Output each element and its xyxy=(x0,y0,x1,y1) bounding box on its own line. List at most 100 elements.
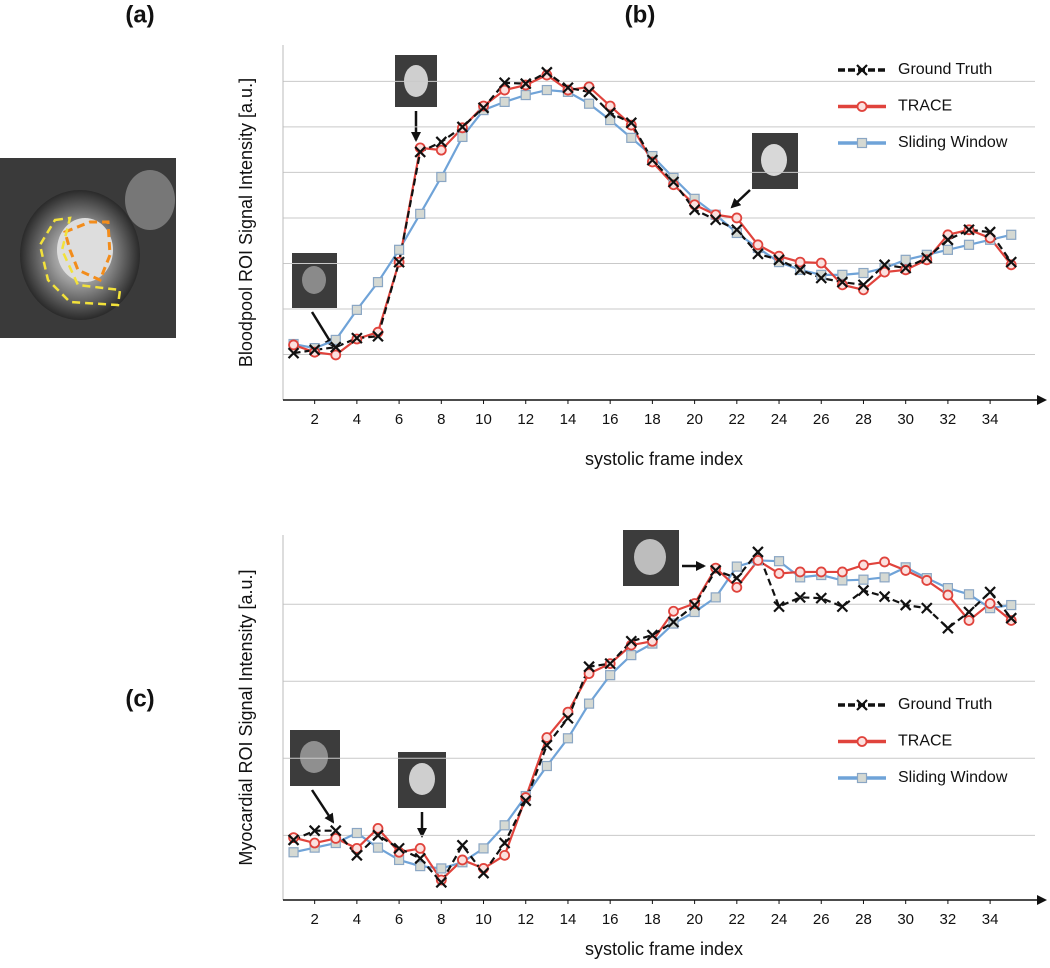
x-tick-label: 30 xyxy=(897,911,914,928)
point-marker xyxy=(583,660,595,673)
point-marker xyxy=(562,706,574,718)
x-tick-label: 16 xyxy=(602,911,619,928)
point-marker xyxy=(457,854,468,866)
point-marker xyxy=(878,259,891,271)
x-tick-label: 18 xyxy=(644,911,661,928)
point-marker xyxy=(773,600,785,613)
point-marker xyxy=(856,699,868,711)
point-marker xyxy=(351,304,362,315)
point-marker xyxy=(773,556,785,567)
x-tick-label: 8 xyxy=(437,911,445,928)
point-marker xyxy=(604,657,616,670)
point-marker xyxy=(752,239,764,251)
point-marker xyxy=(921,602,933,614)
point-marker xyxy=(963,606,975,618)
point-marker xyxy=(879,556,890,568)
point-marker xyxy=(815,592,828,604)
point-marker xyxy=(667,176,680,188)
point-marker xyxy=(626,650,637,661)
x-tick-label: 8 xyxy=(437,411,445,428)
x-tick-label: 10 xyxy=(475,911,492,928)
point-marker xyxy=(287,347,300,359)
panel-label: (c) xyxy=(125,685,154,712)
point-marker xyxy=(309,346,321,358)
x-tick-label: 6 xyxy=(395,911,403,928)
x-tick-label: 24 xyxy=(771,411,788,428)
point-marker xyxy=(710,562,722,574)
point-marker xyxy=(583,86,595,98)
point-marker xyxy=(583,698,595,709)
point-marker xyxy=(856,64,868,76)
point-marker xyxy=(921,254,933,266)
point-marker xyxy=(308,824,321,837)
point-marker xyxy=(1005,259,1017,271)
x-tick-label: 32 xyxy=(940,911,957,928)
point-marker xyxy=(752,248,764,260)
point-marker xyxy=(963,589,975,600)
point-marker xyxy=(836,276,849,288)
point-marker xyxy=(562,733,574,744)
point-marker xyxy=(372,842,384,853)
x-tick-label: 28 xyxy=(855,411,872,428)
point-marker xyxy=(1005,612,1018,624)
point-marker xyxy=(541,739,553,751)
point-marker xyxy=(605,114,616,126)
point-marker xyxy=(900,264,912,276)
point-marker xyxy=(646,156,658,168)
point-marker xyxy=(477,867,490,879)
point-marker xyxy=(393,256,405,268)
x-tick-label: 22 xyxy=(728,911,745,928)
x-tick-label: 10 xyxy=(475,411,492,428)
point-marker xyxy=(309,837,321,849)
point-marker xyxy=(794,566,806,578)
x-tick-label: 6 xyxy=(395,411,403,428)
point-marker xyxy=(815,272,828,284)
point-marker xyxy=(858,267,869,279)
point-marker xyxy=(1006,229,1017,240)
point-marker xyxy=(1006,599,1017,611)
point-marker xyxy=(625,117,638,129)
point-marker xyxy=(351,849,363,862)
x-tick-label: 20 xyxy=(686,911,703,928)
point-marker xyxy=(477,102,490,114)
point-marker xyxy=(646,154,659,166)
point-marker xyxy=(288,832,299,844)
x-tick-label: 18 xyxy=(644,411,661,428)
point-marker xyxy=(562,82,574,94)
point-marker xyxy=(541,69,553,81)
point-marker xyxy=(435,876,448,889)
point-marker xyxy=(414,852,426,865)
series-line xyxy=(293,549,1013,885)
point-marker xyxy=(393,842,405,855)
point-marker xyxy=(541,84,552,96)
point-marker xyxy=(942,622,954,634)
x-tick-label: 14 xyxy=(560,411,577,428)
y-axis-label: Bloodpool ROI Signal Intensity [a.u.] xyxy=(236,78,256,367)
point-marker xyxy=(308,344,321,356)
point-marker xyxy=(372,829,384,842)
point-marker xyxy=(414,146,426,158)
point-marker xyxy=(688,599,701,611)
point-marker xyxy=(856,736,868,747)
point-marker xyxy=(709,564,722,577)
legend-label: TRACE xyxy=(898,733,952,750)
point-marker xyxy=(499,84,511,96)
point-marker xyxy=(878,590,891,603)
point-marker xyxy=(562,712,574,725)
point-marker xyxy=(436,171,447,183)
point-marker xyxy=(435,874,447,886)
point-marker xyxy=(457,131,468,143)
point-marker xyxy=(942,589,954,601)
point-marker xyxy=(415,861,426,872)
x-tick-label: 34 xyxy=(982,911,999,928)
point-marker xyxy=(668,179,679,191)
point-marker xyxy=(626,132,637,143)
point-marker xyxy=(984,586,996,598)
legend-label: TRACE xyxy=(898,98,952,115)
point-marker xyxy=(879,572,890,583)
point-marker xyxy=(562,84,574,96)
point-marker xyxy=(329,341,342,353)
x-tick-label: 26 xyxy=(813,411,830,428)
point-marker xyxy=(773,254,785,266)
